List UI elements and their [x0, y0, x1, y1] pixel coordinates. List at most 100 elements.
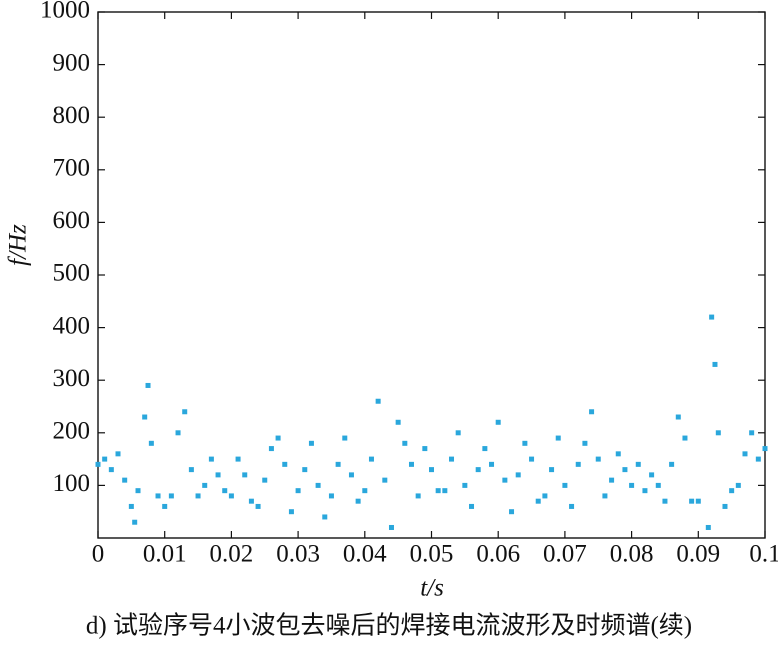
point [382, 477, 388, 483]
point [302, 467, 308, 473]
point [515, 472, 521, 478]
x-tick-label: 0.08 [610, 541, 654, 568]
point [509, 509, 515, 515]
point [295, 488, 301, 494]
point [415, 493, 421, 499]
x-tick-label: 0.05 [410, 541, 454, 568]
point [669, 461, 675, 467]
point [755, 456, 761, 462]
point [642, 488, 648, 494]
point [595, 456, 601, 462]
point [682, 435, 688, 441]
point [408, 461, 414, 467]
caption: d) 试验序号4小波包去噪后的焊接电流波形及时频谱(续) [86, 612, 692, 640]
y-tick-label: 200 [53, 418, 91, 445]
point [629, 482, 635, 488]
plot-frame [97, 11, 766, 539]
point [188, 467, 194, 473]
point [288, 509, 294, 515]
point [228, 493, 234, 499]
point [102, 456, 108, 462]
y-axis-label: f/Hz [5, 224, 32, 266]
point [549, 467, 555, 473]
point [145, 382, 151, 388]
point [429, 467, 434, 473]
point [262, 477, 268, 483]
point [675, 414, 681, 420]
point [422, 446, 428, 452]
point [375, 398, 381, 404]
point [615, 451, 621, 457]
x-tick-label: 0.04 [343, 541, 387, 568]
point [175, 430, 181, 436]
point [542, 493, 548, 499]
point [148, 440, 154, 446]
y-tick-label: 400 [53, 312, 91, 339]
point [128, 503, 134, 509]
x-tick-label: 0.09 [676, 541, 720, 568]
point [735, 482, 741, 488]
point [502, 477, 508, 483]
point [562, 482, 568, 488]
point [255, 503, 261, 509]
point [195, 493, 201, 499]
point [442, 488, 448, 494]
point [155, 493, 161, 499]
point [395, 419, 401, 425]
point [602, 493, 608, 499]
y-tick-label: 1000 [40, 0, 90, 24]
point [215, 472, 221, 478]
point [449, 456, 455, 462]
y-tick-label: 700 [53, 155, 91, 182]
point [335, 461, 341, 467]
point [709, 314, 715, 320]
point [712, 361, 718, 367]
point [388, 524, 394, 530]
point [342, 435, 348, 441]
point [569, 503, 575, 509]
point [695, 498, 701, 504]
point [535, 498, 541, 504]
x-tick-label: 0.02 [210, 541, 254, 568]
point [655, 482, 661, 488]
point [162, 503, 168, 509]
y-tick-label: 600 [53, 207, 91, 234]
point [208, 456, 214, 462]
point [575, 461, 581, 467]
point [202, 482, 208, 488]
point [469, 503, 475, 509]
y-tick-label: 800 [53, 102, 91, 129]
x-tick-label: 0.07 [543, 541, 587, 568]
point [402, 440, 408, 446]
point [762, 446, 768, 452]
point [275, 435, 281, 441]
point [355, 498, 361, 504]
x-tick-label: 0 [92, 541, 105, 568]
x-tick-label: 0.01 [143, 541, 187, 568]
point [95, 461, 101, 467]
point [462, 482, 468, 488]
point [529, 456, 535, 462]
x-tick-label: 0.06 [476, 541, 520, 568]
y-tick-label: 900 [53, 49, 91, 76]
point [322, 514, 328, 520]
point [182, 409, 188, 415]
point [555, 435, 561, 441]
point [495, 419, 501, 425]
x-tick-label: 0.03 [276, 541, 320, 568]
point [108, 467, 114, 473]
point [742, 451, 748, 457]
point [715, 430, 721, 436]
point [705, 524, 711, 530]
point [455, 430, 461, 436]
point [222, 488, 228, 494]
point [649, 472, 655, 478]
point [315, 482, 321, 488]
x-axis-label: t/s [420, 575, 444, 602]
point [135, 488, 141, 494]
point [368, 456, 374, 462]
y-tick-label: 300 [53, 365, 91, 392]
point [348, 472, 354, 478]
point [589, 409, 595, 415]
